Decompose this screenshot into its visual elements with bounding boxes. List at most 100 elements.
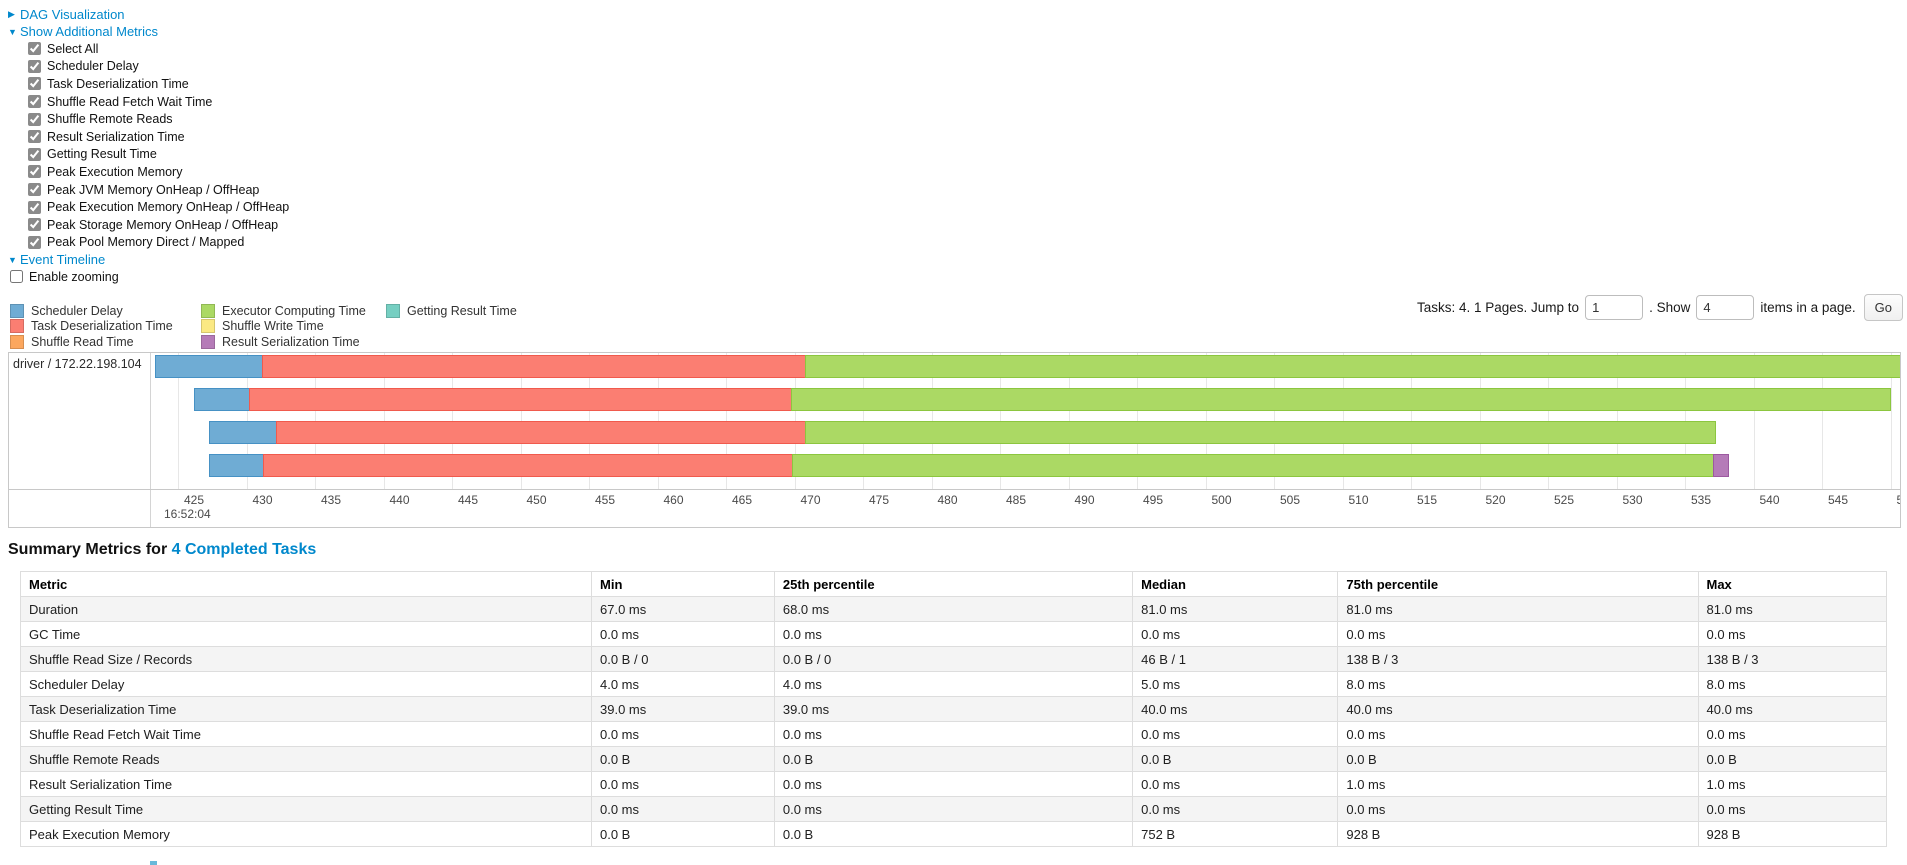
metric-name-cell: Scheduler Delay bbox=[20, 671, 592, 697]
stage-controls: ▶ DAG Visualization ▼ Show Additional Me… bbox=[8, 6, 289, 285]
summary-metrics-title: Summary Metrics for 4 Completed Tasks bbox=[8, 541, 316, 559]
task-bar-executor_computing[interactable] bbox=[805, 421, 1716, 444]
legend-swatch-shuffle_read bbox=[10, 334, 24, 349]
metric-value-cell: 928 B bbox=[1337, 821, 1699, 847]
axis-tick-label: 510 bbox=[1348, 493, 1369, 507]
metric-value-cell: 0.0 B / 0 bbox=[591, 646, 775, 672]
task-bar-executor_computing[interactable] bbox=[791, 388, 1891, 411]
metric-name-cell: Result Serialization Time bbox=[20, 771, 592, 797]
metric-checkbox[interactable] bbox=[28, 130, 41, 144]
pagination-mid: . Show bbox=[1649, 300, 1691, 315]
metric-value-cell: 68.0 ms bbox=[773, 596, 1134, 622]
task-bar-executor_computing[interactable] bbox=[792, 454, 1715, 477]
metric-value-cell: 0.0 ms bbox=[1132, 721, 1339, 747]
table-row: Duration 67.0 ms 68.0 ms 81.0 ms 81.0 ms 81.0… bbox=[20, 596, 1887, 622]
metric-checkbox[interactable] bbox=[28, 42, 41, 56]
task-bar-executor_computing[interactable] bbox=[805, 355, 1900, 378]
task-bar-scheduler_delay[interactable] bbox=[194, 388, 251, 411]
metric-value-cell: 40.0 ms bbox=[1337, 696, 1699, 722]
axis-tick-label: 440 bbox=[389, 493, 410, 507]
jump-to-page-input[interactable] bbox=[1585, 295, 1644, 320]
metric-checkbox[interactable] bbox=[28, 200, 41, 214]
timeline-axis-label-border bbox=[150, 490, 151, 527]
metric-value-cell: 4.0 ms bbox=[591, 671, 775, 697]
metric-value-cell: 0.0 ms bbox=[773, 796, 1134, 822]
axis-tick-label: 480 bbox=[937, 493, 958, 507]
metric-value-cell: 81.0 ms bbox=[1132, 596, 1339, 622]
metric-value-cell: 0.0 ms bbox=[1337, 621, 1699, 647]
metric-value-cell: 0.0 ms bbox=[591, 796, 775, 822]
axis-gridline bbox=[1822, 353, 1823, 489]
metric-value-cell: 0.0 ms bbox=[1337, 721, 1699, 747]
task-bar-task_deserialization[interactable] bbox=[249, 388, 793, 411]
task-bar-task_deserialization[interactable] bbox=[262, 355, 807, 378]
items-per-page-input[interactable] bbox=[1696, 295, 1755, 320]
metric-name-cell: Shuffle Remote Reads bbox=[20, 746, 592, 772]
task-pagination: Tasks: 4. 1 Pages. Jump to . Show items … bbox=[1417, 294, 1903, 321]
pagination-suffix: items in a page. bbox=[1760, 300, 1856, 315]
axis-tick-label: 495 bbox=[1143, 493, 1164, 507]
metric-checkbox-row: Task Deserialization Time bbox=[28, 75, 289, 93]
metric-value-cell: 0.0 ms bbox=[1132, 771, 1339, 797]
legend-label: Result Serialization Time bbox=[222, 334, 360, 349]
metric-checkbox[interactable] bbox=[28, 95, 41, 109]
legend-column: Scheduler Delay Task Deserialization Time… bbox=[10, 303, 201, 350]
metric-value-cell: 0.0 ms bbox=[1337, 796, 1699, 822]
show-additional-metrics-toggle[interactable]: ▼ Show Additional Metrics bbox=[8, 23, 289, 40]
task-bar-scheduler_delay[interactable] bbox=[209, 421, 278, 444]
axis-tick-label: 430 bbox=[252, 493, 273, 507]
legend-item: Task Deserialization Time bbox=[10, 319, 201, 335]
metric-checkbox-row: Scheduler Delay bbox=[28, 58, 289, 76]
timeline-axis: 425 430 435 440 445 450 455 460 465 470 475 480 485 4… bbox=[151, 490, 1900, 527]
column-header: Metric bbox=[20, 571, 592, 597]
axis-tick-label: 485 bbox=[1006, 493, 1027, 507]
metric-name-cell: Shuffle Read Size / Records bbox=[20, 646, 592, 672]
dag-visualization-toggle[interactable]: ▶ DAG Visualization bbox=[8, 6, 289, 23]
axis-tick-label: 535 bbox=[1691, 493, 1712, 507]
metric-checkbox[interactable] bbox=[28, 147, 41, 161]
completed-tasks-link[interactable]: 4 Completed Tasks bbox=[171, 541, 317, 558]
axis-tick-label: 455 bbox=[595, 493, 616, 507]
task-bar-task_deserialization[interactable] bbox=[276, 421, 807, 444]
metric-checkbox[interactable] bbox=[28, 77, 41, 91]
metric-checkbox[interactable] bbox=[28, 183, 41, 197]
metric-checkbox[interactable] bbox=[28, 235, 41, 249]
enable-zooming-row: Enable zooming bbox=[8, 268, 289, 285]
legend-label: Getting Result Time bbox=[407, 303, 517, 318]
legend-column: Getting Result Time bbox=[386, 303, 517, 350]
event-timeline-toggle[interactable]: ▼ Event Timeline bbox=[8, 251, 289, 268]
axis-tick-label: 530 bbox=[1622, 493, 1643, 507]
metric-checkbox[interactable] bbox=[28, 112, 41, 126]
event-timeline-chart: driver / 172.22.198.104 425 430 435 440 445 4… bbox=[8, 352, 1901, 528]
metric-value-cell: 0.0 B bbox=[773, 746, 1134, 772]
metric-value-cell: 0.0 B / 0 bbox=[773, 646, 1134, 672]
metric-value-cell: 5.0 ms bbox=[1132, 671, 1339, 697]
table-row: Peak Execution Memory 0.0 B 0.0 B 752 B 928 … bbox=[20, 821, 1887, 847]
expanded-arrow-icon: ▼ bbox=[8, 26, 17, 37]
task-bar-task_deserialization[interactable] bbox=[263, 454, 794, 477]
axis-major-label: 16:52:04 bbox=[164, 507, 211, 521]
axis-tick-label: 475 bbox=[869, 493, 890, 507]
metric-checkbox-label: Task Deserialization Time bbox=[47, 76, 189, 91]
go-button[interactable]: Go bbox=[1863, 294, 1903, 321]
task-bar-scheduler_delay[interactable] bbox=[209, 454, 265, 477]
axis-tick-label: 540 bbox=[1759, 493, 1780, 507]
timeline-plot bbox=[151, 353, 1900, 489]
task-bar-scheduler_delay[interactable] bbox=[155, 355, 264, 378]
metric-value-cell: 39.0 ms bbox=[591, 696, 775, 722]
legend-swatch-task_deserialization bbox=[10, 319, 24, 334]
table-row: Shuffle Read Size / Records 0.0 B / 0 0.0 … bbox=[20, 646, 1887, 672]
column-header: Min bbox=[591, 571, 775, 597]
axis-tick-label: 525 bbox=[1554, 493, 1575, 507]
column-header: Max bbox=[1697, 571, 1887, 597]
metric-checkbox[interactable] bbox=[28, 218, 41, 232]
task-bar-result_serialization[interactable] bbox=[1713, 454, 1729, 477]
legend-item: Getting Result Time bbox=[386, 303, 517, 319]
metric-value-cell: 8.0 ms bbox=[1697, 671, 1887, 697]
table-row: Result Serialization Time 0.0 ms 0.0 ms 0.0… bbox=[20, 771, 1887, 797]
metric-checkbox[interactable] bbox=[28, 165, 41, 179]
enable-zooming-checkbox[interactable] bbox=[10, 270, 23, 284]
next-section-sliver bbox=[150, 861, 157, 865]
metric-value-cell: 0.0 B bbox=[1132, 746, 1339, 772]
metric-checkbox[interactable] bbox=[28, 59, 41, 73]
